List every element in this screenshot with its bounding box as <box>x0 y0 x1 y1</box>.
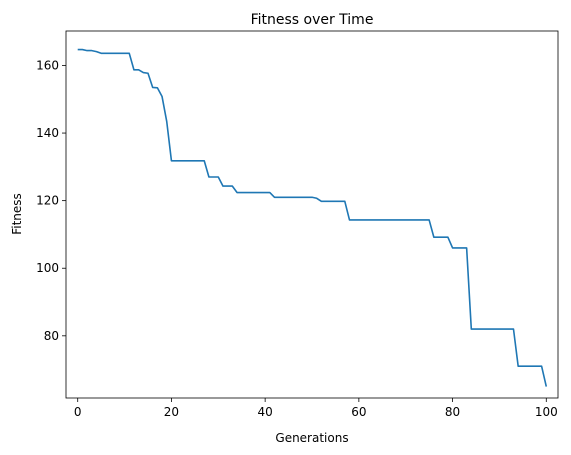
y-tick-label: 140 <box>36 126 59 140</box>
x-tick-label: 60 <box>351 405 366 419</box>
chart-title: Fitness over Time <box>251 12 374 28</box>
y-axis-label: Fitness <box>10 193 24 235</box>
y-tick-label: 80 <box>44 329 59 343</box>
x-tick-label: 0 <box>74 405 82 419</box>
fitness-series-line <box>77 48 548 387</box>
x-tick-label: 100 <box>535 405 558 419</box>
y-tick-label: 100 <box>36 261 59 275</box>
x-axis-label: Generations <box>275 431 348 445</box>
x-tick-label: 20 <box>164 405 179 419</box>
x-axis: 0 20 40 60 80 100 <box>74 398 558 419</box>
y-tick-label: 160 <box>36 58 59 72</box>
x-tick-label: 80 <box>445 405 460 419</box>
plot-area-frame <box>65 30 559 399</box>
x-tick-label: 40 <box>258 405 273 419</box>
y-tick-label: 120 <box>36 194 59 208</box>
y-axis: 80 100 120 140 160 <box>36 58 66 343</box>
